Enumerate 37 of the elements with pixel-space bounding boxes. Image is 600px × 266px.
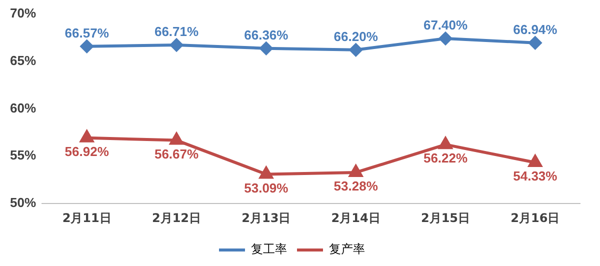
point xyxy=(349,43,362,56)
x-tick-label: 2月11日 xyxy=(62,210,112,225)
legend-label: 复工率 xyxy=(251,242,287,256)
y-tick-label: 50% xyxy=(10,195,36,210)
x-tick-label: 2月13日 xyxy=(242,210,291,225)
data-label: 56.92% xyxy=(64,144,110,160)
point xyxy=(170,38,184,52)
y-tick-label: 60% xyxy=(10,100,36,116)
x-tick-label: 2月14日 xyxy=(331,210,380,225)
data-label: 66.71% xyxy=(154,24,199,40)
point xyxy=(259,166,273,179)
data-label: 66.57% xyxy=(64,25,110,40)
data-label: 54.33% xyxy=(513,168,558,184)
point xyxy=(349,164,363,177)
point xyxy=(80,130,94,142)
x-tick-label: 2月12日 xyxy=(152,210,202,225)
y-tick-label: 55% xyxy=(10,148,36,163)
y-tick-label: 70% xyxy=(10,5,36,20)
point xyxy=(80,40,94,53)
data-label: 66.36% xyxy=(244,27,289,42)
legend-label: 复产率 xyxy=(329,242,365,256)
data-label: 67.40% xyxy=(423,18,468,33)
data-label: 53.09% xyxy=(244,180,289,196)
point xyxy=(528,36,542,50)
data-label: 56.67% xyxy=(154,146,199,162)
data-label: 56.22% xyxy=(423,150,468,166)
point xyxy=(438,137,452,150)
point xyxy=(528,155,542,168)
point xyxy=(439,32,452,45)
point xyxy=(260,42,273,55)
data-label: 66.20% xyxy=(334,28,378,44)
data-label: 66.94% xyxy=(513,22,558,37)
point xyxy=(170,132,184,145)
x-tick-label: 2月16日 xyxy=(510,210,560,225)
x-tick-label: 2月15日 xyxy=(420,210,470,225)
data-label: 53.28% xyxy=(334,178,378,194)
y-tick-label: 65% xyxy=(10,52,36,68)
